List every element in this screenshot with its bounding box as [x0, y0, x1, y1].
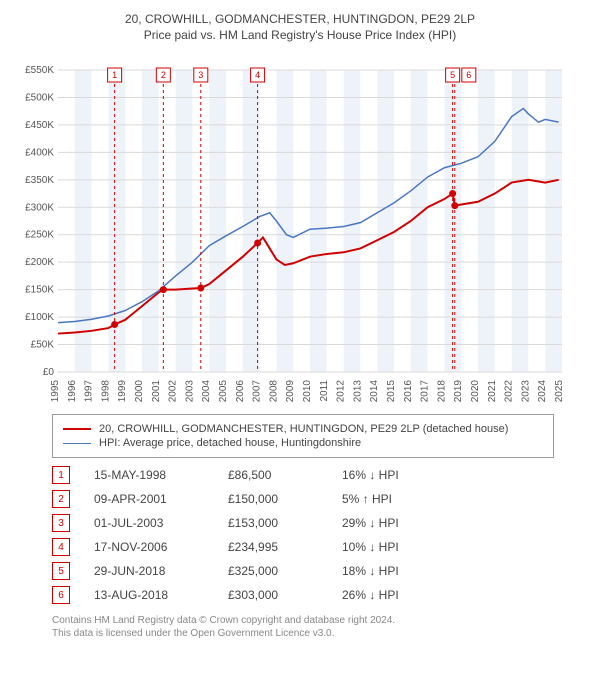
svg-text:£300K: £300K	[25, 202, 54, 213]
transaction-row: 5 29-JUN-2018 £325,000 18% ↓ HPI	[52, 562, 588, 580]
svg-text:2020: 2020	[470, 380, 481, 403]
svg-text:2002: 2002	[168, 380, 179, 403]
transaction-delta: 29% ↓ HPI	[342, 516, 452, 530]
svg-text:2022: 2022	[504, 380, 515, 403]
transaction-date: 01-JUL-2003	[94, 516, 204, 530]
svg-text:2006: 2006	[235, 380, 246, 403]
svg-text:2009: 2009	[285, 380, 296, 403]
svg-text:2: 2	[161, 70, 166, 80]
svg-text:£50K: £50K	[31, 340, 55, 351]
svg-text:£450K: £450K	[25, 120, 54, 131]
transaction-row: 6 13-AUG-2018 £303,000 26% ↓ HPI	[52, 586, 588, 604]
footnote: Contains HM Land Registry data © Crown c…	[52, 614, 588, 640]
svg-text:4: 4	[255, 70, 260, 80]
svg-text:2013: 2013	[352, 380, 363, 403]
footnote-line2: This data is licensed under the Open Gov…	[52, 627, 588, 640]
svg-text:1999: 1999	[117, 380, 128, 403]
svg-text:2014: 2014	[369, 380, 380, 403]
svg-text:2011: 2011	[319, 380, 330, 402]
transaction-price: £303,000	[228, 588, 318, 602]
transaction-price: £150,000	[228, 492, 318, 506]
legend-item: HPI: Average price, detached house, Hunt…	[63, 437, 543, 449]
legend-label: HPI: Average price, detached house, Hunt…	[99, 437, 361, 449]
transaction-badge: 5	[52, 562, 70, 580]
transaction-badge: 4	[52, 538, 70, 556]
svg-text:2021: 2021	[487, 380, 498, 403]
transaction-price: £153,000	[228, 516, 318, 530]
transaction-date: 17-NOV-2006	[94, 540, 204, 554]
svg-text:2025: 2025	[554, 380, 565, 403]
transaction-delta: 5% ↑ HPI	[342, 492, 452, 506]
svg-text:2018: 2018	[436, 380, 447, 403]
footnote-line1: Contains HM Land Registry data © Crown c…	[52, 614, 588, 627]
transaction-row: 3 01-JUL-2003 £153,000 29% ↓ HPI	[52, 514, 588, 532]
transaction-delta: 16% ↓ HPI	[342, 468, 452, 482]
svg-text:2017: 2017	[420, 380, 431, 403]
title-address: 20, CROWHILL, GODMANCHESTER, HUNTINGDON,…	[12, 12, 588, 26]
transaction-row: 4 17-NOV-2006 £234,995 10% ↓ HPI	[52, 538, 588, 556]
svg-text:6: 6	[466, 70, 471, 80]
transaction-date: 15-MAY-1998	[94, 468, 204, 482]
svg-text:£100K: £100K	[25, 312, 54, 323]
svg-text:2012: 2012	[336, 380, 347, 403]
svg-text:2016: 2016	[403, 380, 414, 403]
transaction-price: £234,995	[228, 540, 318, 554]
title-subtitle: Price paid vs. HM Land Registry's House …	[12, 28, 588, 42]
svg-text:£0: £0	[43, 367, 55, 378]
transaction-price: £325,000	[228, 564, 318, 578]
transaction-row: 1 15-MAY-1998 £86,500 16% ↓ HPI	[52, 466, 588, 484]
svg-text:£250K: £250K	[25, 230, 54, 241]
transaction-badge: 2	[52, 490, 70, 508]
transaction-row: 2 09-APR-2001 £150,000 5% ↑ HPI	[52, 490, 588, 508]
chart-container: £0 £50K £100K £150K £200K £250K £300K £350K £400…	[12, 46, 588, 406]
svg-text:1998: 1998	[100, 380, 111, 403]
svg-text:1: 1	[112, 70, 117, 80]
price-chart: £0 £50K £100K £150K £200K £250K £300K £350K £400…	[12, 46, 572, 406]
transaction-date: 13-AUG-2018	[94, 588, 204, 602]
svg-text:3: 3	[198, 70, 203, 80]
legend-swatch	[63, 428, 91, 430]
svg-text:2015: 2015	[386, 380, 397, 403]
transaction-date: 29-JUN-2018	[94, 564, 204, 578]
transaction-badge: 3	[52, 514, 70, 532]
chart-titles: 20, CROWHILL, GODMANCHESTER, HUNTINGDON,…	[12, 12, 588, 42]
legend-label: 20, CROWHILL, GODMANCHESTER, HUNTINGDON,…	[99, 423, 508, 435]
svg-text:2001: 2001	[151, 380, 162, 403]
legend-item: 20, CROWHILL, GODMANCHESTER, HUNTINGDON,…	[63, 423, 543, 435]
svg-text:1995: 1995	[50, 380, 61, 403]
svg-text:£550K: £550K	[25, 65, 54, 76]
svg-text:5: 5	[450, 70, 455, 80]
transaction-badge: 6	[52, 586, 70, 604]
svg-text:2023: 2023	[520, 380, 531, 403]
svg-text:£400K: £400K	[25, 147, 54, 158]
svg-text:2008: 2008	[268, 380, 279, 403]
svg-text:2024: 2024	[537, 380, 548, 403]
transaction-badge: 1	[52, 466, 70, 484]
transactions-table: 1 15-MAY-1998 £86,500 16% ↓ HPI 2 09-APR-2001…	[52, 466, 588, 604]
svg-text:2004: 2004	[201, 380, 212, 403]
svg-text:2010: 2010	[302, 380, 313, 403]
svg-text:£150K: £150K	[25, 285, 54, 296]
svg-text:2019: 2019	[453, 380, 464, 403]
svg-text:1997: 1997	[84, 380, 95, 403]
svg-text:2000: 2000	[134, 380, 145, 403]
svg-text:£350K: £350K	[25, 175, 54, 186]
svg-text:1996: 1996	[67, 380, 78, 403]
transaction-delta: 10% ↓ HPI	[342, 540, 452, 554]
svg-text:£500K: £500K	[25, 92, 54, 103]
svg-text:2007: 2007	[252, 380, 263, 403]
svg-text:£200K: £200K	[25, 257, 54, 268]
transaction-price: £86,500	[228, 468, 318, 482]
svg-text:2005: 2005	[218, 380, 229, 403]
legend: 20, CROWHILL, GODMANCHESTER, HUNTINGDON,…	[52, 414, 554, 458]
transaction-delta: 18% ↓ HPI	[342, 564, 452, 578]
svg-text:2003: 2003	[184, 380, 195, 403]
transaction-delta: 26% ↓ HPI	[342, 588, 452, 602]
transaction-date: 09-APR-2001	[94, 492, 204, 506]
legend-swatch	[63, 443, 91, 444]
